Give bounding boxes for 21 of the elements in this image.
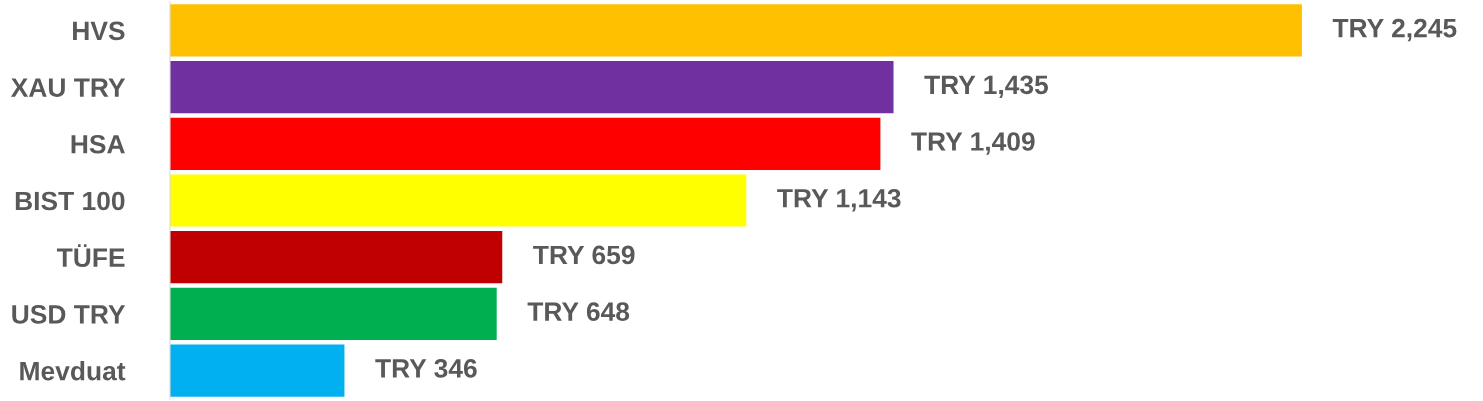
data-label: TRY 1,143 [777, 188, 901, 212]
y-tick-label: TÜFE [56, 244, 125, 268]
data-label: TRY 1,409 [911, 132, 1035, 155]
bar [170, 60, 894, 114]
y-tick-label: XAU TRY [10, 78, 126, 97]
bar [170, 117, 881, 170]
data-label: TRY 346 [375, 359, 477, 378]
data-label: TRY 659 [533, 245, 635, 265]
data-label: TRY 2,245 [1332, 18, 1457, 42]
data-label: TRY 648 [527, 302, 630, 322]
y-tick-label: HVS [73, 21, 125, 41]
bar [170, 344, 345, 397]
y-tick-label: USD TRY [12, 305, 126, 324]
data-label: TRY 1,435 [924, 75, 1049, 98]
y-tick-label: BIST 100 [15, 191, 125, 211]
bar [170, 174, 747, 227]
bar [170, 4, 1302, 57]
y-tick-label: Mevduat [20, 361, 126, 381]
y-tick-label: HSA [71, 134, 125, 154]
bar [170, 231, 503, 284]
bar [170, 287, 497, 341]
